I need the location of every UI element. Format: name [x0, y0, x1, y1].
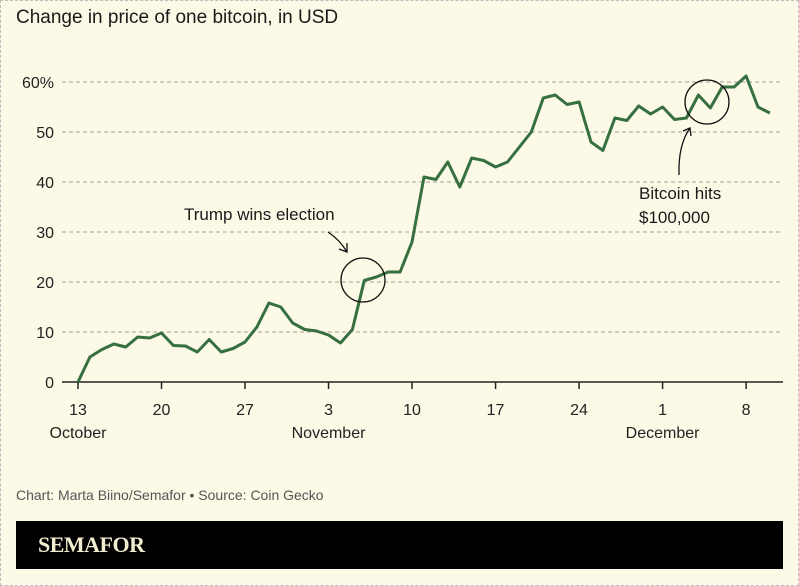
- y-tick-label: 60%: [22, 75, 54, 92]
- y-tick-label: 0: [45, 375, 54, 392]
- annotation-bitcoin-line2: $100,000: [639, 208, 710, 227]
- chart-title: Change in price of one bitcoin, in USD: [16, 7, 339, 28]
- x-tick-label: 8: [742, 402, 751, 419]
- x-month-label: November: [292, 425, 366, 442]
- y-tick-label: 30: [36, 225, 54, 242]
- y-tick-label: 20: [36, 275, 54, 292]
- x-tick-label: 10: [403, 402, 421, 419]
- x-month-label: October: [50, 425, 108, 442]
- x-tick-label: 1: [658, 402, 667, 419]
- y-tick-label: 10: [36, 325, 54, 342]
- arrow-icon: [327, 231, 348, 253]
- y-tick-label: 40: [36, 175, 54, 192]
- annotation-circle: [684, 79, 730, 125]
- x-month-label: December: [626, 425, 700, 442]
- annotation-trump: Trump wins election: [184, 205, 335, 224]
- semafor-logo: SEMAFOR: [38, 532, 145, 557]
- x-tick-label: 20: [153, 402, 171, 419]
- x-tick-label: 3: [324, 402, 333, 419]
- annotation-bitcoin-line1: Bitcoin hits: [639, 184, 722, 203]
- y-tick-label: 50: [36, 125, 54, 142]
- chart-credit: Chart: Marta Biino/Semafor • Source: Coi…: [16, 487, 324, 503]
- x-tick-label: 27: [236, 402, 254, 419]
- price-line: [76, 74, 771, 383]
- brand-bar: SEMAFOR: [16, 521, 783, 569]
- annotation-circle: [340, 257, 386, 303]
- x-tick-label: 13: [69, 402, 87, 419]
- x-tick-label: 17: [487, 402, 505, 419]
- x-tick-label: 24: [570, 402, 588, 419]
- arrow-icon: [678, 127, 692, 176]
